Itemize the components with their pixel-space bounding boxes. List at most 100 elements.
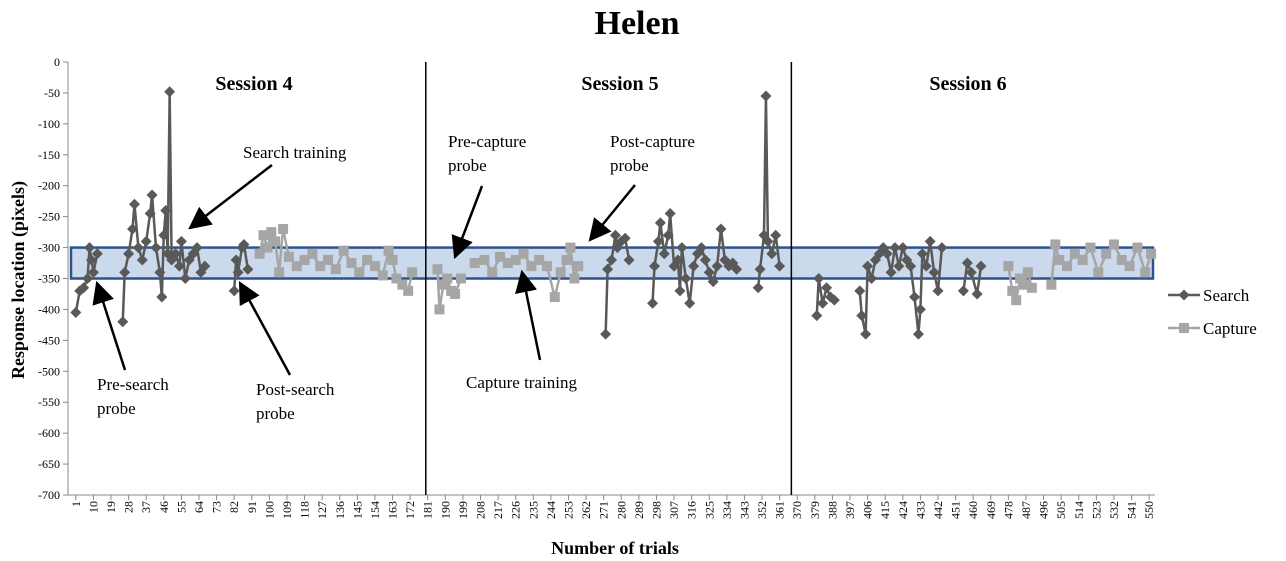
- y-tick-label: -450: [38, 333, 60, 347]
- point: [893, 260, 905, 272]
- point: [232, 266, 244, 278]
- point: [450, 288, 461, 299]
- point: [228, 285, 240, 297]
- session-label: Session 4: [215, 73, 292, 95]
- point: [330, 264, 341, 275]
- point: [91, 248, 103, 260]
- point: [299, 254, 310, 265]
- point: [760, 90, 772, 102]
- point: [434, 304, 445, 315]
- point: [403, 285, 414, 296]
- y-tick-label: -300: [38, 241, 60, 255]
- x-tick-label: 145: [350, 501, 364, 519]
- point: [291, 261, 302, 272]
- x-tick-label: 82: [227, 501, 241, 513]
- point: [909, 291, 921, 303]
- point: [600, 328, 612, 340]
- point: [676, 242, 688, 254]
- x-tick-label: 208: [474, 501, 488, 519]
- x-tick-label: 91: [245, 501, 259, 513]
- annotation: probe: [448, 156, 487, 175]
- point: [119, 266, 131, 278]
- point: [315, 261, 326, 272]
- annotation: Search training: [243, 143, 347, 162]
- x-tick-label: 451: [949, 501, 963, 519]
- x-tick-label: 379: [808, 501, 822, 519]
- point: [156, 291, 168, 303]
- y-tick-label: -400: [38, 302, 60, 316]
- point: [672, 254, 684, 266]
- point: [897, 242, 909, 254]
- point: [1019, 279, 1030, 290]
- annotation: Pre-capture: [448, 132, 526, 151]
- point: [965, 266, 977, 278]
- point: [555, 267, 566, 278]
- annotation: Post-search: [256, 380, 335, 399]
- point: [266, 227, 277, 238]
- plot-area: 0 -50 -100 -150 -200 -250 -300 -350 -400 -450 -500…: [38, 55, 1156, 519]
- point: [278, 224, 289, 235]
- y-tick-label: -100: [38, 117, 60, 131]
- y-tick-label: -700: [38, 488, 60, 502]
- x-tick-label: 226: [509, 501, 523, 519]
- x-tick-label: 514: [1072, 501, 1086, 519]
- legend-marker: [1178, 289, 1190, 301]
- x-tick-label: 424: [896, 501, 910, 519]
- x-tick-label: 280: [614, 501, 628, 519]
- y-tick-label: -550: [38, 395, 60, 409]
- point: [323, 254, 334, 265]
- point: [146, 189, 158, 201]
- point: [752, 282, 764, 294]
- point: [860, 328, 872, 340]
- x-tick-label: 136: [333, 501, 347, 519]
- point: [391, 273, 402, 284]
- point: [1132, 242, 1143, 253]
- x-tick-label: 307: [667, 501, 681, 519]
- point: [362, 254, 373, 265]
- x-tick-label: 181: [421, 501, 435, 519]
- point: [397, 279, 408, 290]
- point: [762, 235, 774, 247]
- point: [1007, 285, 1018, 296]
- x-tick-label: 172: [403, 501, 417, 519]
- point: [82, 273, 94, 284]
- point: [123, 248, 135, 260]
- point: [230, 254, 242, 266]
- legend-marker: [1179, 323, 1189, 333]
- point: [561, 254, 572, 265]
- point: [916, 248, 928, 260]
- point: [1093, 267, 1104, 278]
- point: [283, 251, 294, 262]
- point: [432, 264, 443, 275]
- point: [254, 248, 265, 259]
- x-tick-label: 109: [280, 501, 294, 519]
- point: [711, 260, 723, 272]
- point: [569, 273, 580, 284]
- y-tick-label: -650: [38, 457, 60, 471]
- x-tick-label: 271: [597, 501, 611, 519]
- point: [1101, 248, 1112, 259]
- point: [354, 267, 365, 278]
- point: [274, 267, 285, 278]
- x-tick-label: 442: [931, 501, 945, 519]
- x-tick-label: 64: [192, 501, 206, 513]
- x-tick-label: 298: [649, 501, 663, 519]
- legend-label: Search: [1203, 286, 1250, 305]
- point: [136, 254, 148, 266]
- point: [78, 282, 90, 294]
- y-tick-label: -200: [38, 179, 60, 193]
- x-tick-label: 10: [86, 501, 100, 513]
- x-tick-label: 127: [315, 501, 329, 519]
- point: [144, 208, 156, 220]
- point: [928, 266, 940, 278]
- point: [932, 285, 944, 297]
- x-tick-label: 397: [843, 501, 857, 519]
- annotation-arrow: [92, 280, 127, 371]
- x-tick-label: 460: [966, 501, 980, 519]
- point: [664, 208, 676, 220]
- x-tick-label: 100: [262, 501, 276, 519]
- point: [1085, 242, 1096, 253]
- x-tick-label: 541: [1125, 501, 1139, 519]
- point: [541, 261, 552, 272]
